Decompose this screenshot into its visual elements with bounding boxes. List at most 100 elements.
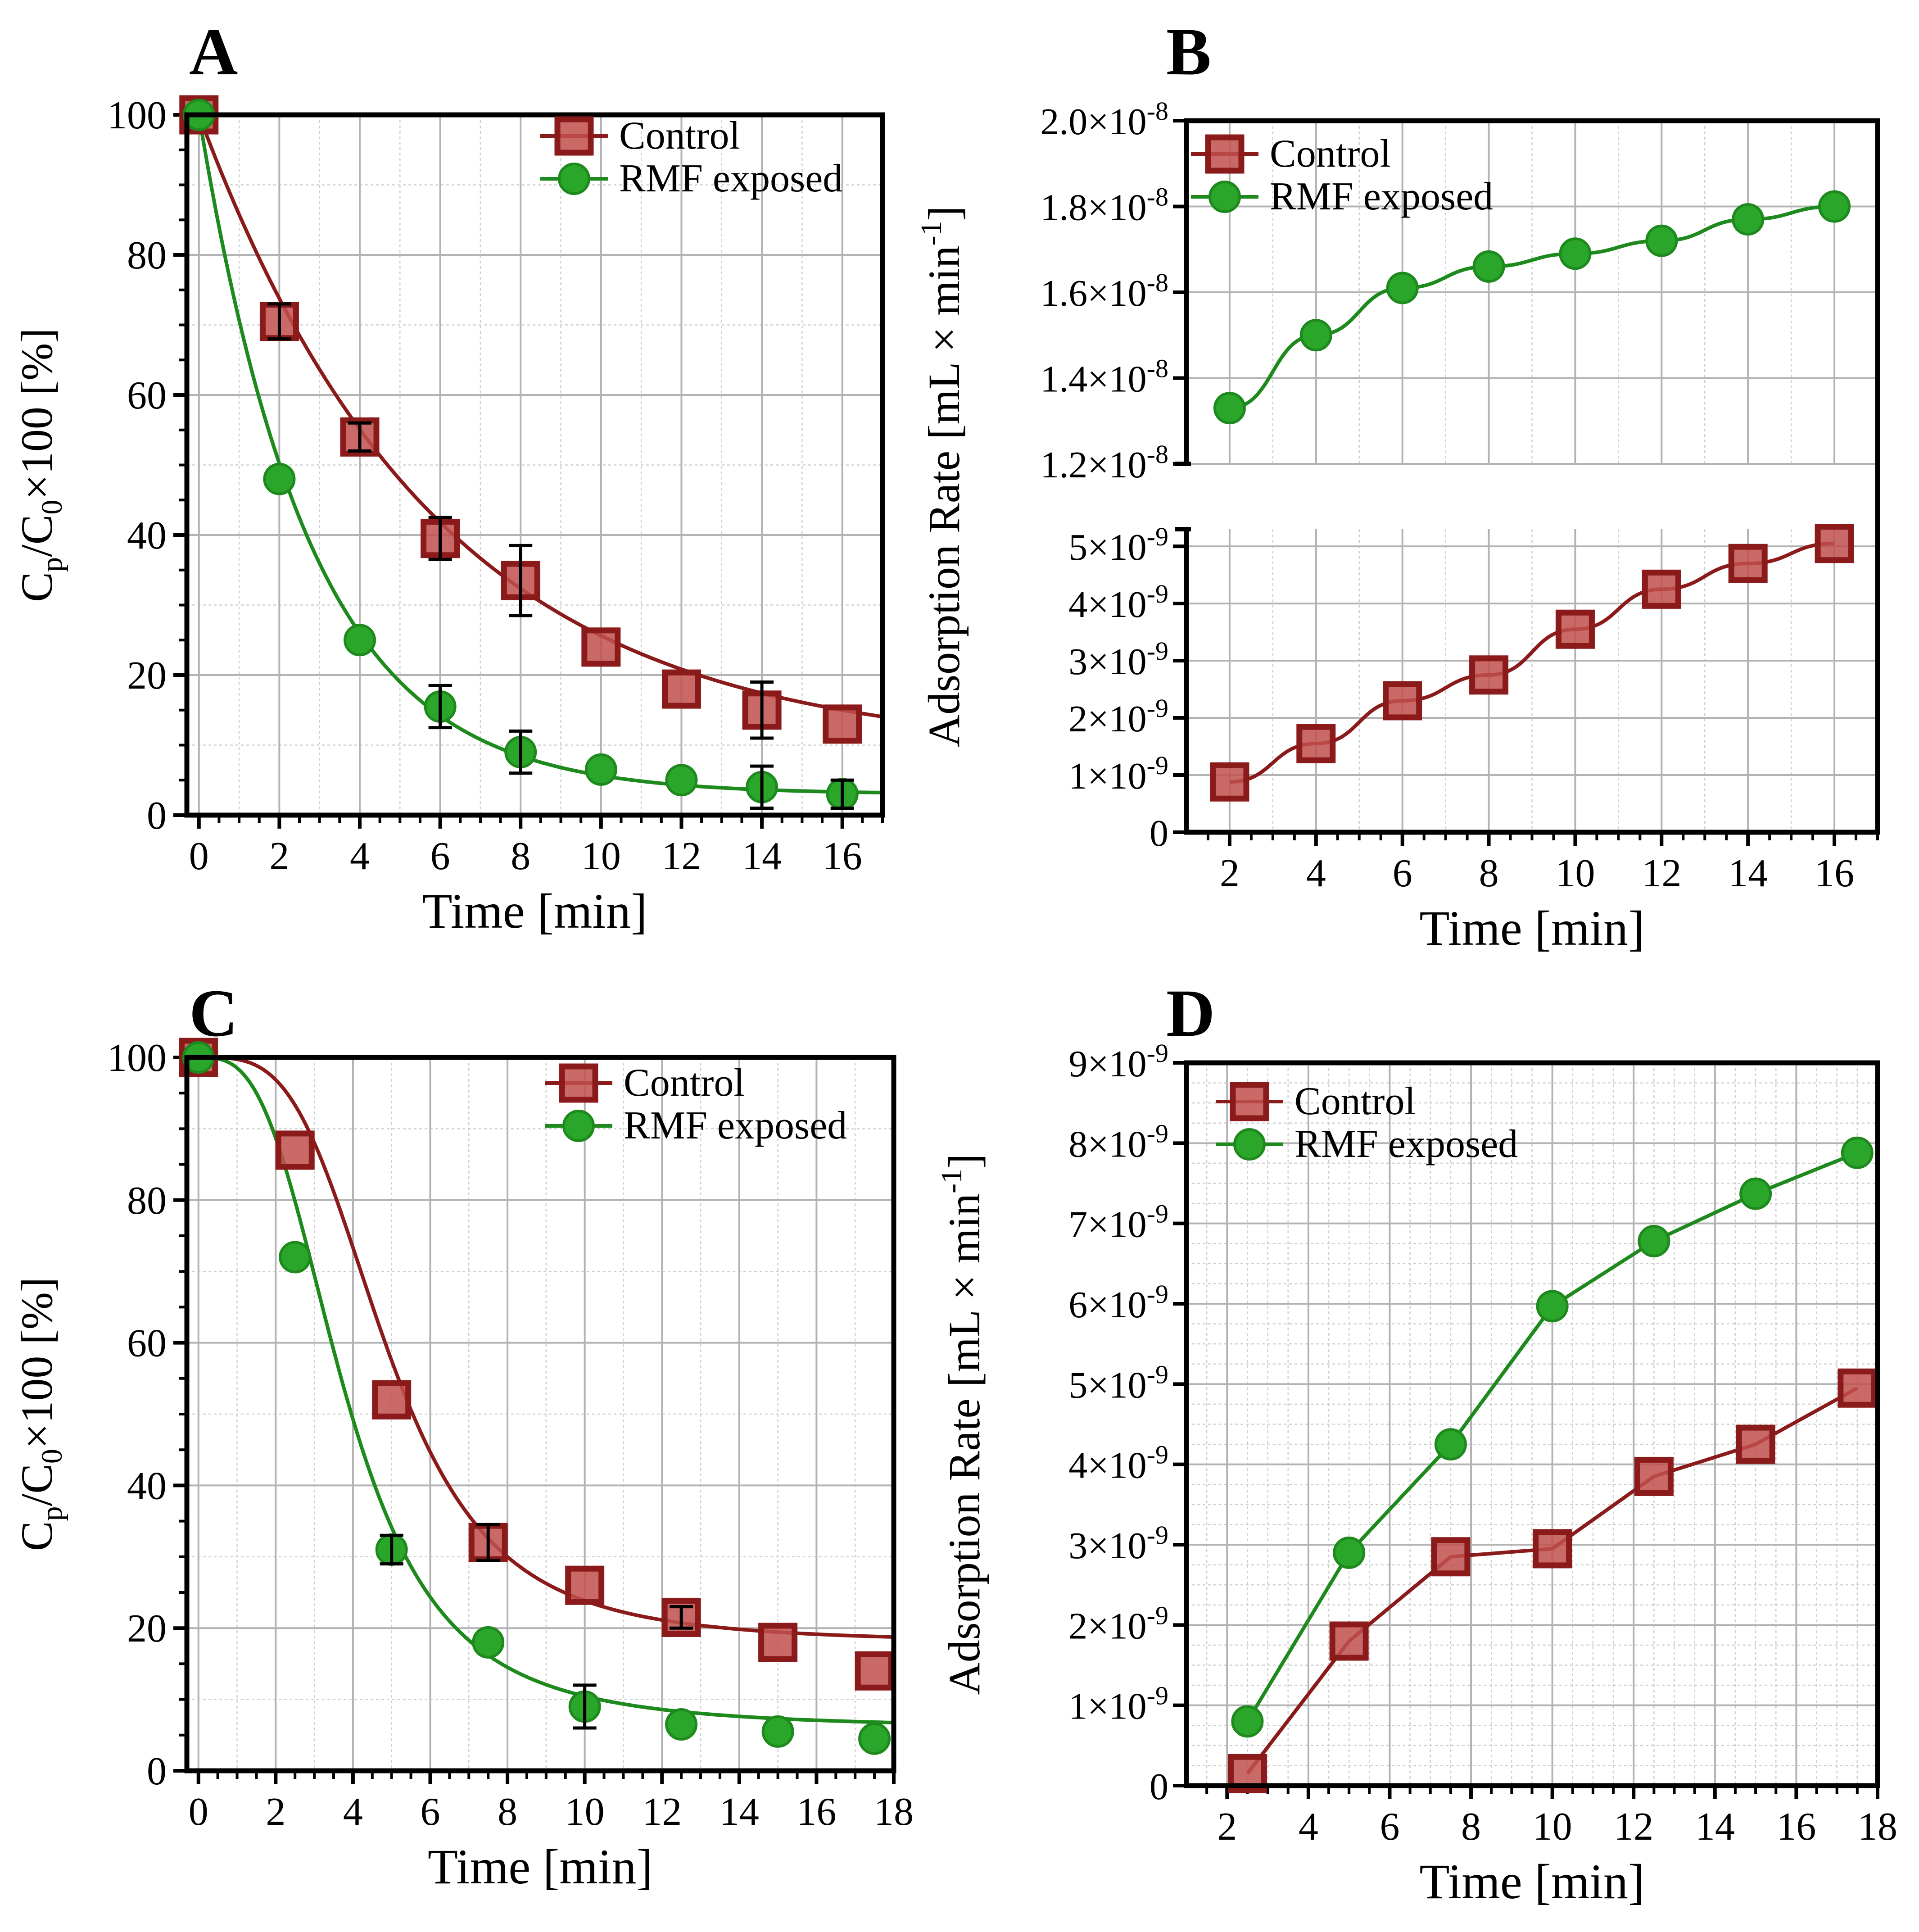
x-tick-label: 8 <box>1479 852 1499 895</box>
data-point-control <box>372 1380 412 1420</box>
tick-exponent: -9 <box>1147 522 1168 551</box>
data-point-rmf <box>1559 237 1592 270</box>
y-tick-label: 2×10-9 <box>1068 694 1168 740</box>
chart-panel-B: 1.2×10-81.4×10-81.6×10-81.8×10-82.0×10-8… <box>915 14 1880 956</box>
y-axis-label-part: ] <box>919 206 969 221</box>
x-tick-label: 12 <box>1614 1805 1653 1849</box>
y-axis-label-part: ×100 [%] <box>12 328 62 499</box>
x-tick-label: 6 <box>1393 852 1412 895</box>
y-tick-label: 4×10-9 <box>1068 579 1168 626</box>
y-tick-label: 6×10-9 <box>1068 1279 1168 1326</box>
tick-mantissa: 6×10 <box>1068 1284 1146 1326</box>
data-point-rmf <box>344 624 376 657</box>
x-axis-label: Time [min] <box>1419 901 1644 956</box>
y-tick-label: 80 <box>127 234 167 277</box>
panel-letter: A <box>189 14 238 89</box>
x-tick-label: 8 <box>498 1790 517 1834</box>
data-point-rmf <box>1645 224 1678 257</box>
y-axis-label-part: /C <box>12 1464 62 1506</box>
y-tick-label: 2.0×10-8 <box>1040 96 1168 143</box>
data-point-rmf <box>1472 250 1505 283</box>
y-tick-label: 80 <box>127 1179 167 1223</box>
y-axis-label-part: -1 <box>935 1169 968 1193</box>
tick-exponent: -9 <box>1147 1119 1168 1148</box>
x-tick-label: 2 <box>1217 1805 1237 1849</box>
y-tick-label: 60 <box>127 1322 167 1365</box>
x-tick-label: 18 <box>1858 1805 1897 1849</box>
fit-line-control <box>197 114 883 719</box>
legend-marker <box>1233 1128 1266 1161</box>
x-tick-label: 2 <box>1220 852 1240 895</box>
tick-exponent: -9 <box>1147 579 1168 608</box>
x-tick-label: 4 <box>343 1790 363 1834</box>
plot-frame <box>1184 1060 1880 1788</box>
data-point-rmf <box>665 1708 698 1741</box>
y-tick-label: 0 <box>1150 1766 1168 1808</box>
tick-exponent: -9 <box>1147 1440 1168 1469</box>
tick-exponent: -9 <box>1147 1520 1168 1550</box>
data-point-control <box>275 1130 315 1170</box>
panel-letter: B <box>1166 14 1211 89</box>
legend-label: RMF exposed <box>1294 1122 1518 1166</box>
x-tick-label: 4 <box>1306 852 1326 895</box>
tick-mantissa: 1.8×10 <box>1040 187 1146 229</box>
y-axis-label-part: Adsorption Rate [mL × min <box>919 245 969 747</box>
y-tick-label: 5×10-9 <box>1068 522 1168 568</box>
y-tick-label: 0 <box>1150 812 1168 854</box>
y-axis-label-part: -1 <box>915 221 948 245</box>
data-point-rmf <box>858 1722 891 1755</box>
x-tick-label: 14 <box>720 1790 759 1834</box>
x-tick-label: 0 <box>189 834 209 878</box>
tick-mantissa: 8×10 <box>1068 1123 1146 1165</box>
y-tick-label: 1×10-9 <box>1068 1681 1168 1728</box>
tick-exponent: -8 <box>1147 268 1168 297</box>
x-tick-label: 2 <box>266 1790 285 1834</box>
y-tick-label: 0 <box>147 794 167 838</box>
y-axis-label: Cp/C0×100 [%] <box>12 328 68 602</box>
data-point-rmf <box>1213 392 1246 425</box>
tick-mantissa: 2.0×10 <box>1040 101 1146 143</box>
y-axis-label: Adsorption Rate [mL × min-1] <box>935 1154 989 1695</box>
tick-mantissa: 1×10 <box>1068 755 1146 797</box>
tick-mantissa: 1×10 <box>1068 1686 1146 1728</box>
data-point-rmf <box>279 1241 312 1274</box>
y-tick-label: 4×10-9 <box>1068 1440 1168 1487</box>
tick-exponent: -8 <box>1147 182 1168 212</box>
y-axis-label-part: C <box>12 572 62 602</box>
tick-exponent: -8 <box>1147 354 1168 383</box>
data-point-control <box>1642 569 1681 609</box>
x-tick-label: 14 <box>1728 852 1768 895</box>
x-tick-label: 10 <box>1533 1805 1572 1849</box>
y-axis-label-part: Adsorption Rate [mL × min <box>939 1193 989 1695</box>
x-tick-label: 4 <box>1299 1805 1318 1849</box>
y-axis-label-part: 0 <box>36 500 68 515</box>
x-tick-label: 16 <box>1776 1805 1816 1849</box>
legend-marker <box>1205 134 1245 174</box>
data-point-rmf <box>1818 190 1851 223</box>
data-point-control <box>1383 681 1422 721</box>
legend-marker <box>1230 1082 1269 1121</box>
y-axis-label: Cp/C0×100 [%] <box>12 1277 68 1551</box>
x-tick-label: 2 <box>269 834 289 878</box>
tick-mantissa: 7×10 <box>1068 1204 1146 1246</box>
tick-exponent: -9 <box>1147 1039 1168 1068</box>
data-point-control <box>1838 1368 1877 1408</box>
y-tick-label: 40 <box>127 514 167 558</box>
tick-exponent: -9 <box>1147 1360 1168 1389</box>
legend-marker <box>558 163 590 195</box>
data-point-rmf <box>1231 1705 1264 1738</box>
tick-mantissa: 1.2×10 <box>1040 444 1146 486</box>
tick-mantissa: 2×10 <box>1068 1605 1146 1647</box>
data-point-rmf <box>1434 1428 1467 1461</box>
data-point-rmf <box>472 1626 505 1659</box>
y-tick-label: 1.4×10-8 <box>1040 354 1168 400</box>
y-axis-label-part: p <box>36 1506 68 1521</box>
legend-marker <box>1208 181 1241 213</box>
x-tick-label: 10 <box>565 1790 605 1834</box>
y-tick-label: 60 <box>127 374 167 417</box>
data-point-control <box>1728 544 1768 583</box>
